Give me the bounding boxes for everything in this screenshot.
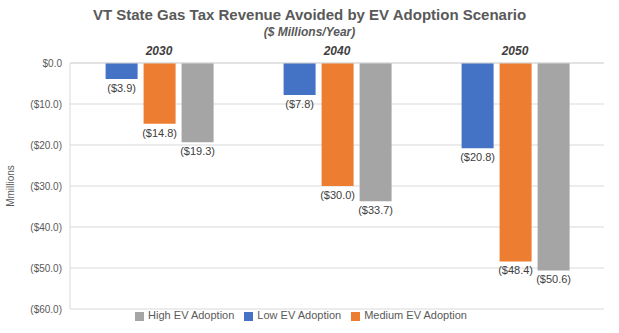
svg-text:($33.7): ($33.7)	[358, 204, 393, 216]
html-text:Medium EV Adoption: Medium EV Adoption	[364, 309, 467, 321]
svg-text:($30.0): ($30.0)	[30, 181, 62, 192]
html-text:Low EV Adoption: Low EV Adoption	[257, 309, 342, 321]
svg-text:$0.0: $0.0	[43, 58, 63, 69]
svg-text:($40.0): ($40.0)	[30, 222, 62, 233]
svg-text:($10.0): ($10.0)	[30, 99, 62, 110]
svg-text:($50.0): ($50.0)	[30, 263, 62, 274]
svg-text:($19.3): ($19.3)	[180, 145, 215, 157]
svg-text:($20.0): ($20.0)	[30, 140, 62, 151]
svg-text:($30.0): ($30.0)	[320, 189, 355, 201]
svg-text:($48.4): ($48.4)	[498, 264, 533, 276]
svg-text:2030: 2030	[145, 44, 173, 58]
svg-text:Mmillions: Mmillions	[8, 165, 16, 207]
html-text:High EV Adoption: High EV Adoption	[148, 309, 235, 321]
html-text:($ Millions/Year): ($ Millions/Year)	[263, 25, 356, 39]
svg-text:($50.6): ($50.6)	[536, 273, 571, 285]
svg-text:2040: 2040	[323, 44, 351, 58]
svg-text:2050: 2050	[501, 44, 529, 58]
html-text:VT State Gas Tax Revenue Avoid: VT State Gas Tax Revenue Avoided by EV A…	[92, 6, 527, 23]
svg-text:($20.8): ($20.8)	[460, 151, 495, 163]
svg-text:($14.8): ($14.8)	[142, 127, 177, 139]
svg-text:($60.0): ($60.0)	[30, 304, 62, 315]
svg-text:($7.8): ($7.8)	[285, 98, 314, 110]
svg-text:($3.9): ($3.9)	[107, 82, 136, 94]
